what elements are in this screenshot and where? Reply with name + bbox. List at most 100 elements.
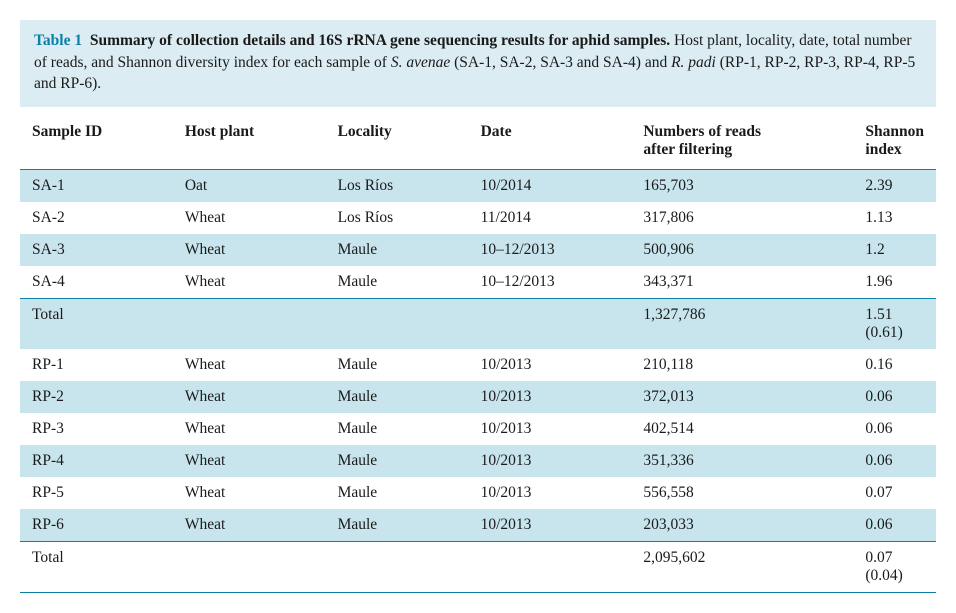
cell-reads: 210,118: [631, 349, 853, 381]
cell-shannon: 1.51 (0.61): [853, 299, 936, 350]
col-host-plant: Host plant: [173, 113, 326, 170]
col-reads-line1: Numbers of reads: [643, 123, 761, 140]
cell-locality: Los Ríos: [326, 170, 469, 203]
cell-reads: 1,327,786: [631, 299, 853, 350]
cell-shannon: 0.06: [853, 445, 936, 477]
cell-reads: 372,013: [631, 381, 853, 413]
cell-date: 10/2014: [469, 170, 632, 203]
col-locality: Locality: [326, 113, 469, 170]
table-figure: Table 1 Summary of collection details an…: [20, 20, 936, 593]
table-row: Total 2,095,6020.07 (0.04): [20, 542, 936, 593]
cell-locality: Maule: [326, 509, 469, 542]
cell-reads: 203,033: [631, 509, 853, 542]
cell-host: Wheat: [173, 349, 326, 381]
col-sample-id: Sample ID: [20, 113, 173, 170]
cell-host: [173, 542, 326, 593]
cell-locality: Maule: [326, 477, 469, 509]
cell-locality: Maule: [326, 349, 469, 381]
cell-host: Wheat: [173, 477, 326, 509]
cell-sample: RP-4: [20, 445, 173, 477]
cell-date: [469, 299, 632, 350]
table-row: RP-4WheatMaule10/2013351,3360.06: [20, 445, 936, 477]
cell-host: Wheat: [173, 509, 326, 542]
header-row: Sample ID Host plant Locality Date Numbe…: [20, 113, 936, 170]
caption-em-1: S. avenae: [391, 54, 450, 71]
cell-reads: 556,558: [631, 477, 853, 509]
cell-shannon: 0.07 (0.04): [853, 542, 936, 593]
cell-host: Wheat: [173, 234, 326, 266]
cell-reads: 351,336: [631, 445, 853, 477]
cell-sample: RP-5: [20, 477, 173, 509]
cell-reads: 2,095,602: [631, 542, 853, 593]
cell-locality: Maule: [326, 234, 469, 266]
table-row: RP-5WheatMaule10/2013556,5580.07: [20, 477, 936, 509]
table-title: Summary of collection details and 16S rR…: [90, 32, 670, 49]
cell-date: 10/2013: [469, 445, 632, 477]
cell-sample: RP-2: [20, 381, 173, 413]
cell-locality: Maule: [326, 445, 469, 477]
cell-sample: RP-6: [20, 509, 173, 542]
cell-shannon: 0.16: [853, 349, 936, 381]
table-row: RP-3WheatMaule10/2013402,5140.06: [20, 413, 936, 445]
cell-reads: 343,371: [631, 266, 853, 299]
cell-locality: [326, 299, 469, 350]
cell-sample: SA-3: [20, 234, 173, 266]
caption-em-2: R. padi: [671, 54, 716, 71]
table-row: Total 1,327,7861.51 (0.61): [20, 299, 936, 350]
cell-date: 10/2013: [469, 509, 632, 542]
cell-host: [173, 299, 326, 350]
cell-shannon: 0.06: [853, 413, 936, 445]
cell-reads: 165,703: [631, 170, 853, 203]
cell-date: 11/2014: [469, 202, 632, 234]
cell-shannon: 0.06: [853, 509, 936, 542]
cell-shannon: 0.07: [853, 477, 936, 509]
table-row: RP-6WheatMaule10/2013203,0330.06: [20, 509, 936, 542]
cell-date: 10/2013: [469, 349, 632, 381]
cell-date: 10/2013: [469, 477, 632, 509]
cell-shannon: 2.39: [853, 170, 936, 203]
cell-date: 10/2013: [469, 413, 632, 445]
cell-reads: 317,806: [631, 202, 853, 234]
table-head: Sample ID Host plant Locality Date Numbe…: [20, 113, 936, 170]
table-caption: Table 1 Summary of collection details an…: [20, 20, 936, 107]
caption-text-mid: (SA-1, SA-2, SA-3 and SA-4) and: [450, 54, 671, 71]
col-reads: Numbers of reads after filtering: [631, 113, 853, 170]
cell-locality: Maule: [326, 413, 469, 445]
table-body: SA-1OatLos Ríos10/2014165,7032.39SA-2Whe…: [20, 170, 936, 593]
cell-sample: Total: [20, 542, 173, 593]
cell-sample: SA-4: [20, 266, 173, 299]
cell-shannon: 1.2: [853, 234, 936, 266]
cell-host: Wheat: [173, 413, 326, 445]
cell-date: [469, 542, 632, 593]
cell-sample: SA-2: [20, 202, 173, 234]
cell-sample: SA-1: [20, 170, 173, 203]
table-row: SA-4WheatMaule10–12/2013343,3711.96: [20, 266, 936, 299]
cell-sample: RP-1: [20, 349, 173, 381]
cell-date: 10–12/2013: [469, 234, 632, 266]
cell-host: Wheat: [173, 445, 326, 477]
table-row: SA-3WheatMaule10–12/2013500,9061.2: [20, 234, 936, 266]
cell-date: 10–12/2013: [469, 266, 632, 299]
cell-locality: Maule: [326, 266, 469, 299]
cell-host: Oat: [173, 170, 326, 203]
cell-host: Wheat: [173, 202, 326, 234]
data-table: Sample ID Host plant Locality Date Numbe…: [20, 113, 936, 593]
cell-locality: Los Ríos: [326, 202, 469, 234]
col-reads-line2: after filtering: [643, 141, 732, 158]
cell-host: Wheat: [173, 381, 326, 413]
cell-locality: Maule: [326, 381, 469, 413]
cell-sample: Total: [20, 299, 173, 350]
table-row: RP-2WheatMaule10/2013372,0130.06: [20, 381, 936, 413]
cell-shannon: 1.13: [853, 202, 936, 234]
table-label: Table 1: [34, 32, 82, 49]
col-shannon: Shannon index: [853, 113, 936, 170]
col-date: Date: [469, 113, 632, 170]
cell-date: 10/2013: [469, 381, 632, 413]
table-row: RP-1WheatMaule10/2013210,1180.16: [20, 349, 936, 381]
cell-shannon: 1.96: [853, 266, 936, 299]
cell-reads: 500,906: [631, 234, 853, 266]
table-row: SA-2WheatLos Ríos11/2014317,8061.13: [20, 202, 936, 234]
cell-locality: [326, 542, 469, 593]
cell-reads: 402,514: [631, 413, 853, 445]
cell-shannon: 0.06: [853, 381, 936, 413]
